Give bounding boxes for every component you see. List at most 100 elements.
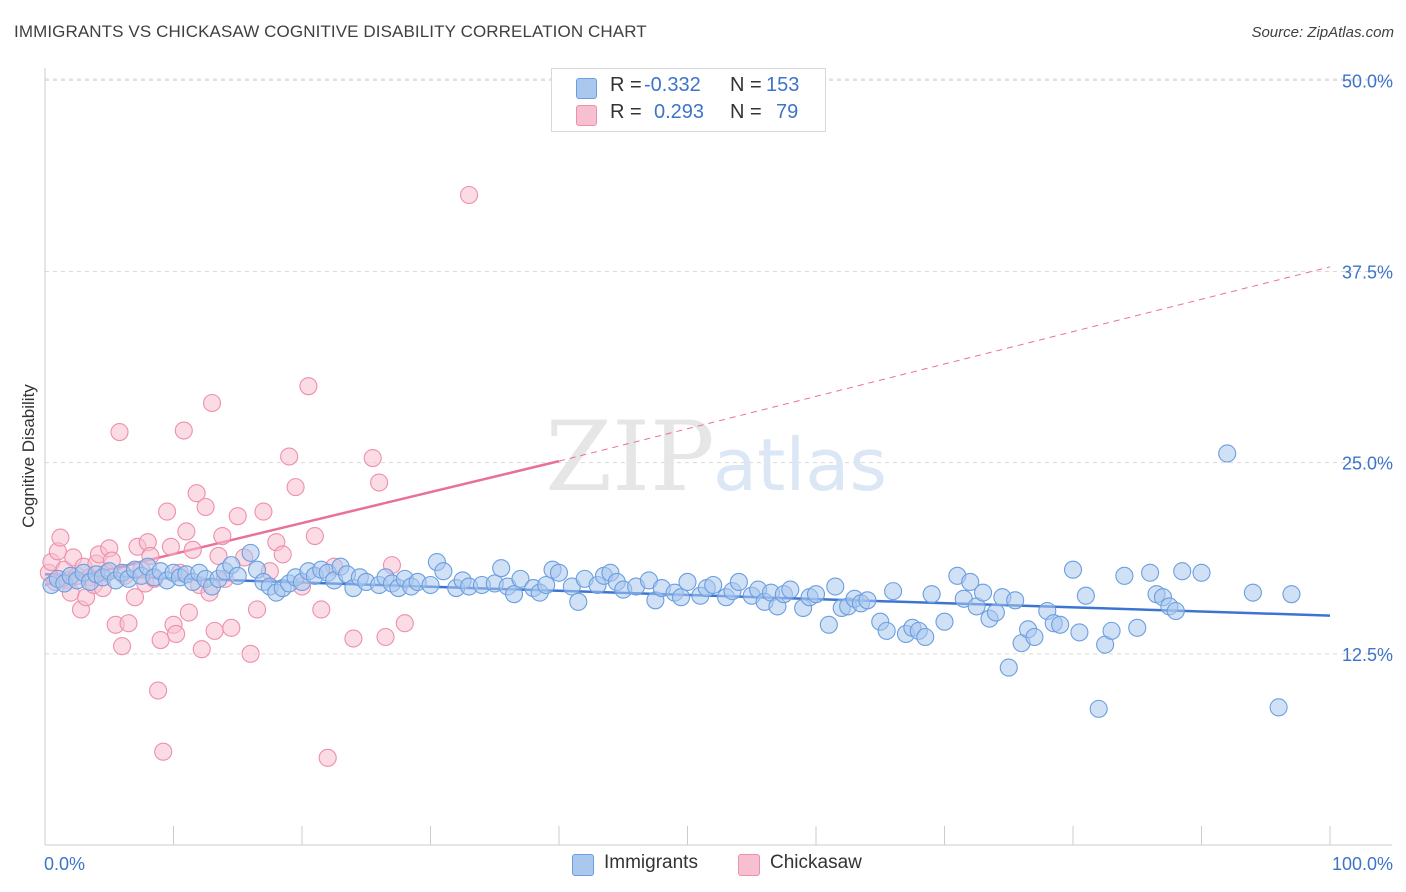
chickasaw-point	[205, 621, 224, 640]
immigrants-point	[826, 577, 845, 596]
chickasaw-point	[174, 421, 193, 440]
chickasaw-point	[213, 527, 232, 546]
chickasaw-point	[167, 624, 186, 643]
immigrants-point	[492, 559, 511, 578]
chickasaw-point	[459, 185, 479, 205]
chickasaw-point	[286, 478, 305, 497]
immigrants-point	[1173, 562, 1192, 581]
immigrants-point	[973, 583, 993, 602]
bottom-legend-swatch-chickasaw	[738, 854, 760, 876]
chickasaw-point	[51, 528, 70, 547]
immigrants-point	[1192, 563, 1211, 582]
immigrants-point	[1076, 586, 1095, 605]
immigrants-point	[1006, 591, 1025, 610]
immigrants-point	[1089, 699, 1108, 718]
y-tick-label: 12.5%	[1342, 645, 1393, 665]
immigrants-point	[1166, 601, 1185, 621]
chickasaw-point	[203, 393, 222, 413]
watermark-atlas: atlas	[713, 423, 887, 507]
legend-n-label: N =	[730, 101, 762, 123]
legend-r-label: R =	[610, 74, 642, 96]
chickasaw-point	[312, 600, 331, 619]
source-label: Source: ZipAtlas.com	[1251, 24, 1394, 41]
immigrants-point	[1218, 444, 1237, 463]
chickasaw-point	[370, 473, 389, 492]
chickasaw-point	[280, 447, 299, 466]
bottom-legend-label-chickasaw: Chickasaw	[770, 852, 862, 873]
chickasaw-point	[161, 537, 180, 556]
y-tick-label: 37.5%	[1342, 262, 1393, 282]
immigrants-point	[434, 562, 453, 581]
axes	[44, 68, 1392, 846]
chickasaw-point	[149, 681, 168, 700]
immigrants-point	[1051, 615, 1070, 634]
watermark-zip: ZIP	[545, 401, 714, 513]
chickasaw-point	[151, 631, 170, 650]
immigrants-point	[511, 569, 530, 588]
bottom-legend-swatch-immigrants	[572, 854, 594, 876]
chickasaw-point	[363, 449, 382, 468]
chickasaw-point	[247, 600, 267, 619]
chickasaw-point	[318, 748, 337, 767]
immigrants-point	[549, 563, 569, 582]
chickasaw-point	[119, 614, 138, 633]
x-tick-label: 0.0%	[44, 854, 85, 874]
legend-n-label: N =	[730, 74, 762, 96]
y-axis-label: Cognitive Disability	[19, 384, 38, 528]
immigrants-point	[504, 585, 524, 604]
chickasaw-point	[187, 484, 206, 503]
legend-swatch-immigrants	[576, 78, 597, 99]
chickasaw-point	[158, 502, 177, 521]
immigrants-point	[729, 572, 748, 591]
immigrants-point	[884, 582, 903, 601]
chickasaw-point	[177, 522, 196, 541]
bottom-legend-label-immigrants: Immigrants	[604, 852, 698, 873]
chickasaw-point	[209, 546, 228, 565]
chickasaw-point	[179, 603, 198, 622]
immigrants-point	[1128, 618, 1147, 637]
chickasaw-point	[299, 377, 318, 396]
y-tick-labels: 12.5% 25.0% 37.5% 50.0%	[1342, 71, 1393, 665]
immigrants-point	[961, 572, 980, 591]
legend-r-value: -0.332	[644, 74, 701, 96]
chickasaw-point	[241, 644, 260, 663]
immigrants-point	[999, 658, 1018, 677]
immigrants-point	[569, 592, 588, 611]
watermark: ZIP atlas	[545, 401, 887, 513]
chickasaw-point	[222, 618, 241, 637]
chickasaw-points	[39, 185, 479, 767]
y-tick-label: 25.0%	[1342, 454, 1393, 474]
immigrants-point	[1269, 698, 1288, 717]
legend-r-label: R =	[610, 101, 642, 123]
chart-title: IMMIGRANTS VS CHICKASAW COGNITIVE DISABI…	[14, 22, 647, 41]
immigrants-point	[877, 621, 896, 640]
immigrants-point	[986, 603, 1005, 622]
chickasaw-point	[254, 502, 273, 521]
immigrants-point	[922, 585, 941, 604]
chickasaw-point	[113, 637, 132, 656]
immigrants-point	[1243, 583, 1262, 602]
immigrants-point	[1070, 623, 1089, 642]
x-tick-labels: 0.0% 100.0%	[44, 854, 1393, 874]
x-tick-label: 100.0%	[1332, 854, 1393, 874]
legend-r-value: 0.293	[654, 101, 705, 123]
legend-n-value: 153	[766, 74, 800, 96]
immigrants-points	[42, 444, 1301, 718]
immigrants-point	[781, 580, 800, 599]
immigrants-point	[935, 612, 954, 631]
immigrants-point	[1141, 563, 1160, 582]
chickasaw-point	[154, 742, 173, 761]
chickasaw-point	[196, 497, 215, 517]
immigrants-point	[537, 575, 556, 595]
immigrants-point	[1063, 560, 1083, 579]
chickasaw-point	[183, 540, 202, 559]
chickasaw-point	[395, 614, 414, 633]
immigrants-point	[916, 627, 935, 647]
chickasaw-point	[192, 640, 211, 659]
y-tick-label: 50.0%	[1342, 71, 1393, 91]
immigrants-point	[228, 566, 247, 585]
chickasaw-trend-extension	[558, 266, 1331, 462]
immigrants-point	[1282, 585, 1301, 604]
immigrants-point	[819, 615, 838, 634]
